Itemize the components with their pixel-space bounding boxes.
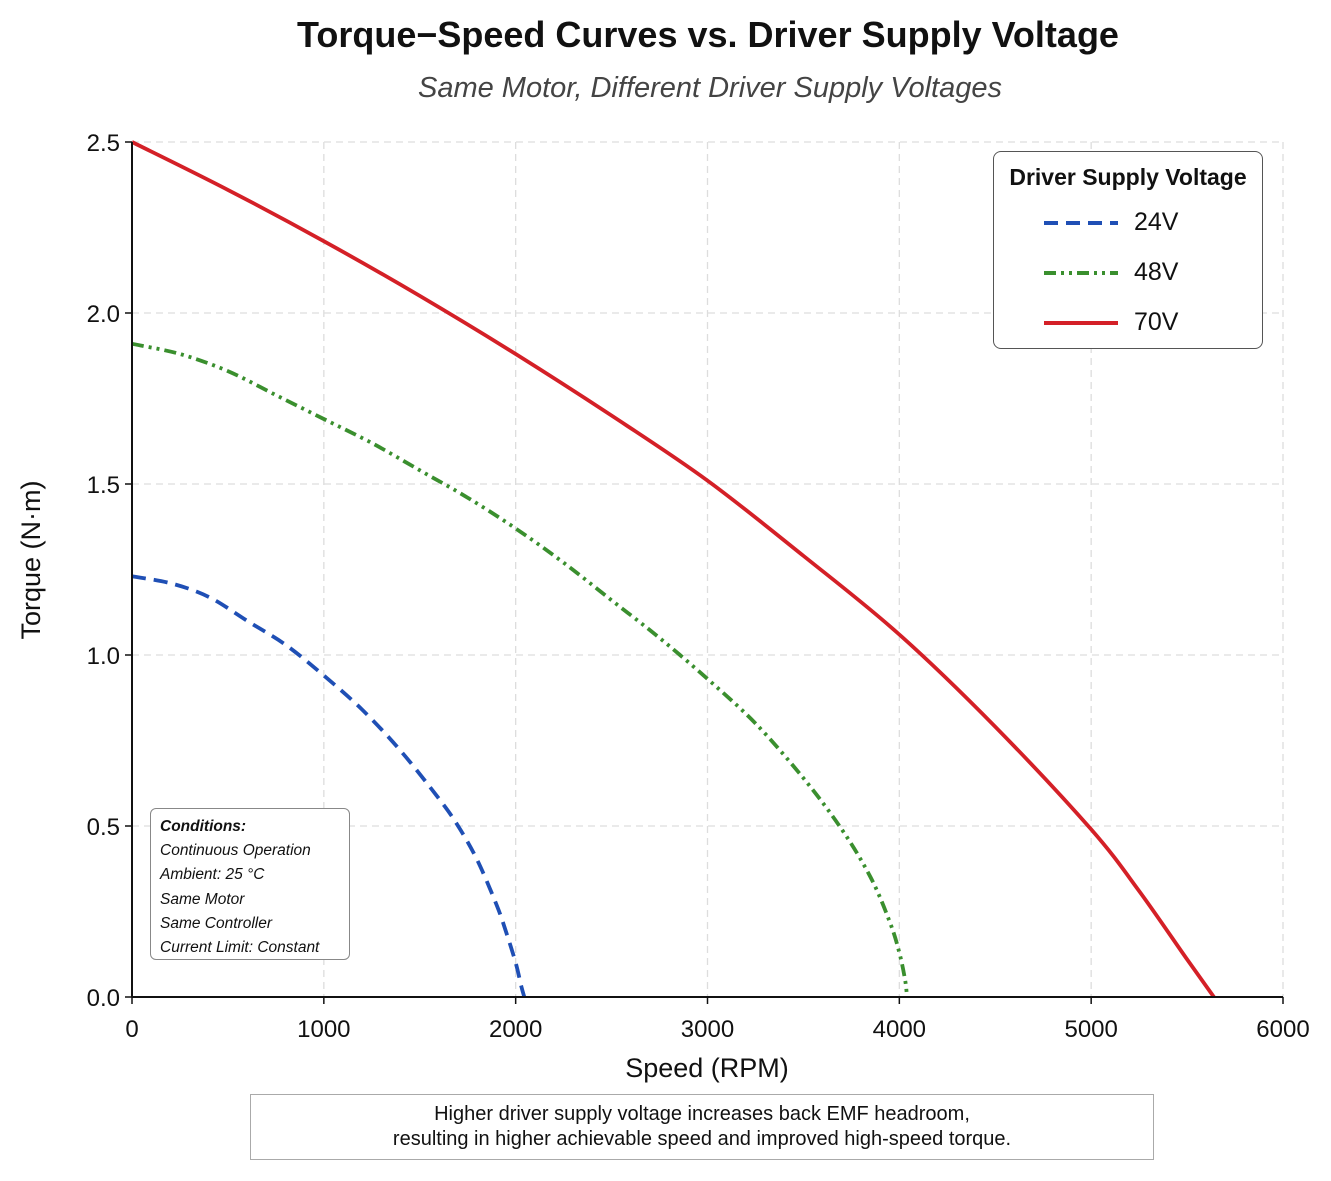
conditions-line: Current Limit: Constant: [160, 939, 320, 957]
legend-item-70v: 70V: [994, 308, 1262, 338]
legend-label: 70V: [1134, 308, 1179, 336]
series-line-48v: [131, 341, 909, 998]
conditions-line: Continuous Operation: [160, 842, 311, 860]
tick-labels: 0 1000 2000 3000 4000 5000 6000 0.0 0.5 1.0 1.5 2.0…: [87, 130, 1310, 1043]
y-tick-label: 0.5: [87, 814, 120, 841]
legend-swatch: [1044, 221, 1118, 225]
x-tick-label: 2000: [489, 1016, 542, 1043]
y-tick-label: 1.0: [87, 643, 120, 670]
x-tick-label: 6000: [1256, 1016, 1309, 1043]
chart-title: Torque−Speed Curves vs. Driver Supply Vo…: [297, 14, 1119, 55]
x-tick-label: 5000: [1064, 1016, 1117, 1043]
x-tick-label: 0: [125, 1016, 138, 1043]
y-tick-label: 0.0: [87, 985, 120, 1012]
series-line-70v: [131, 140, 1216, 999]
series-line-24v: [131, 574, 527, 998]
conditions-title: Conditions:: [160, 818, 247, 835]
legend-label: 24V: [1134, 208, 1179, 236]
legend-item-24v: 24V: [994, 208, 1262, 238]
y-tick-label: 1.5: [87, 472, 120, 499]
y-axis-label: Torque (N·m): [16, 480, 46, 639]
legend-title: Driver Supply Voltage: [1009, 164, 1247, 190]
axes: [125, 141, 1284, 1004]
conditions-line: Same Motor: [160, 890, 245, 908]
x-tick-label: 3000: [681, 1016, 734, 1043]
legend: Driver Supply Voltage 24V 48V 70V: [993, 151, 1263, 349]
y-tick-label: 2.5: [87, 130, 120, 157]
conditions-line: Same Controller: [160, 914, 272, 932]
x-tick-label: 1000: [297, 1016, 350, 1043]
legend-item-48v: 48V: [994, 258, 1262, 288]
legend-swatch: [1044, 321, 1118, 325]
y-tick-label: 2.0: [87, 301, 120, 328]
legend-label: 48V: [1134, 258, 1179, 286]
note-line-2: resulting in higher achievable speed and…: [392, 1128, 1012, 1150]
conditions-line: Ambient: 25 °C: [160, 866, 265, 884]
x-axis-label: Speed (RPM): [625, 1053, 789, 1083]
explanation-note: Higher driver supply voltage increases b…: [250, 1094, 1154, 1160]
conditions-box: Conditions: Continuous Operation Ambient…: [150, 808, 350, 960]
legend-swatch: [1044, 271, 1118, 275]
note-line-1: Higher driver supply voltage increases b…: [434, 1103, 970, 1125]
x-tick-label: 4000: [873, 1016, 926, 1043]
chart-subtitle: Same Motor, Different Driver Supply Volt…: [417, 72, 1002, 104]
series-lines: [131, 140, 1216, 999]
